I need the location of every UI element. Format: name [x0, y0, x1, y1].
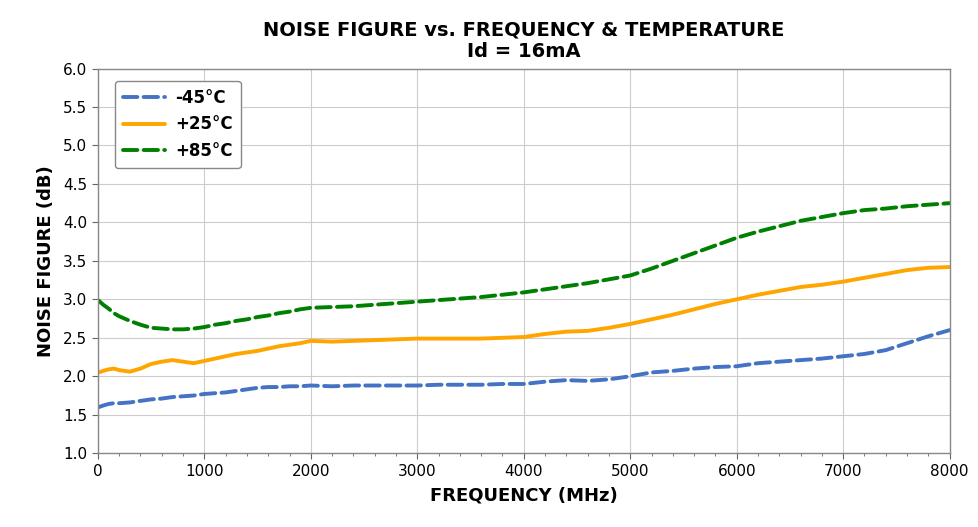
- Y-axis label: NOISE FIGURE (dB): NOISE FIGURE (dB): [37, 165, 55, 357]
- +25°C: [943, 264, 955, 270]
- +25°C: [688, 306, 699, 313]
- +85°C: [230, 318, 242, 324]
- Line: -45°C: -45°C: [99, 330, 949, 407]
- +85°C: [517, 289, 529, 296]
- Line: +25°C: +25°C: [99, 267, 949, 373]
- +85°C: [166, 326, 178, 333]
- -45°C: [815, 355, 826, 362]
- X-axis label: FREQUENCY (MHz): FREQUENCY (MHz): [429, 487, 617, 505]
- +85°C: [496, 291, 508, 298]
- +25°C: [93, 369, 105, 376]
- -45°C: [219, 389, 231, 396]
- +85°C: [709, 242, 721, 249]
- Legend: -45°C, +25°C, +85°C: -45°C, +25°C, +85°C: [114, 81, 241, 168]
- -45°C: [943, 327, 955, 333]
- +85°C: [943, 200, 955, 206]
- +85°C: [836, 210, 848, 216]
- -45°C: [688, 365, 699, 372]
- +85°C: [93, 298, 105, 304]
- -45°C: [474, 382, 486, 388]
- -45°C: [496, 381, 508, 387]
- -45°C: [93, 404, 105, 410]
- +25°C: [219, 353, 231, 359]
- +25°C: [474, 335, 486, 341]
- +25°C: [539, 331, 551, 337]
- Title: NOISE FIGURE vs. FREQUENCY & TEMPERATURE
Id = 16mA: NOISE FIGURE vs. FREQUENCY & TEMPERATURE…: [263, 21, 783, 62]
- +85°C: [559, 283, 571, 289]
- Line: +85°C: +85°C: [99, 203, 949, 329]
- -45°C: [539, 378, 551, 385]
- +25°C: [815, 281, 826, 288]
- +25°C: [496, 335, 508, 341]
